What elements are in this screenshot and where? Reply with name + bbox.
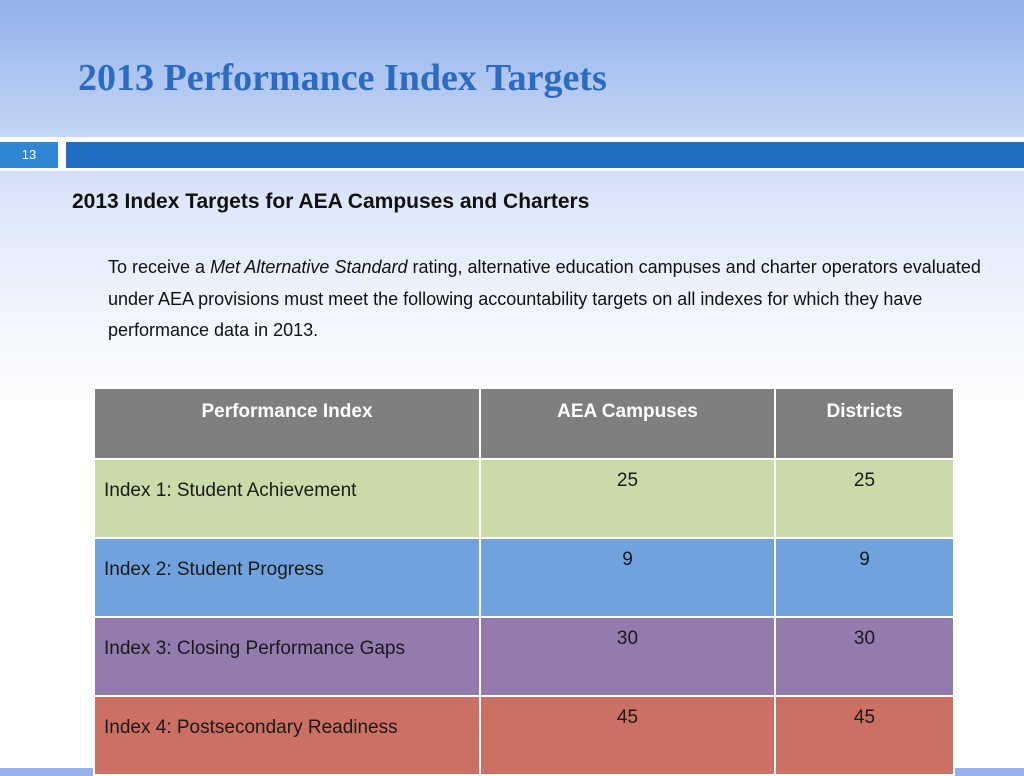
districts-value-cell: 9 (774, 537, 955, 618)
table-row: Index 1: Student Achievement 25 25 (93, 458, 955, 539)
aea-value-cell: 30 (479, 616, 776, 697)
index-label-cell: Index 1: Student Achievement (93, 458, 481, 539)
header-aea-campuses: AEA Campuses (479, 387, 776, 460)
header-performance-index: Performance Index (93, 387, 481, 460)
body-text-before: To receive a (108, 257, 211, 277)
table-row: Index 4: Postsecondary Readiness 45 45 (93, 695, 955, 776)
aea-value-cell: 25 (479, 458, 776, 539)
table-header-row: Performance Index AEA Campuses Districts (93, 387, 955, 460)
body-text-after: rating, alternative education campuses a… (108, 257, 981, 340)
index-label-cell: Index 3: Closing Performance Gaps (93, 616, 481, 697)
districts-value-cell: 30 (774, 616, 955, 697)
slide-number: 13 (0, 142, 58, 168)
districts-value-cell: 25 (774, 458, 955, 539)
body-text-emphasis: Met Alternative Standard (210, 257, 408, 277)
targets-table: Performance Index AEA Campuses Districts… (93, 387, 955, 776)
districts-value-cell: 45 (774, 695, 955, 776)
header-districts: Districts (774, 387, 955, 460)
body-paragraph: To receive a Met Alternative Standard ra… (108, 252, 988, 347)
aea-value-cell: 9 (479, 537, 776, 618)
slide-subtitle: 2013 Index Targets for AEA Campuses and … (72, 190, 590, 213)
table-row: Index 2: Student Progress 9 9 (93, 537, 955, 618)
divider-bar (66, 142, 1024, 168)
index-label-cell: Index 4: Postsecondary Readiness (93, 695, 481, 776)
index-label-cell: Index 2: Student Progress (93, 537, 481, 618)
slide-title: 2013 Performance Index Targets (78, 57, 607, 99)
table-row: Index 3: Closing Performance Gaps 30 30 (93, 616, 955, 697)
aea-value-cell: 45 (479, 695, 776, 776)
